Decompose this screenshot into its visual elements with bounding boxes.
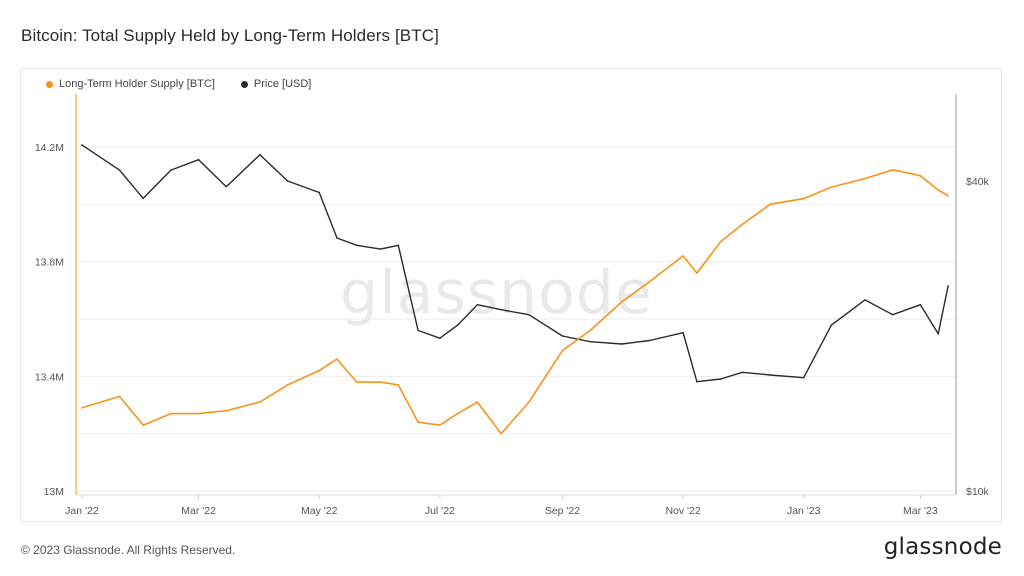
- chart-title: Bitcoin: Total Supply Held by Long-Term …: [21, 26, 439, 45]
- lth-point-20: [589, 329, 591, 332]
- lth-point-13: [417, 421, 419, 424]
- chart-panel: [20, 68, 1002, 522]
- lth-point-16: [476, 401, 479, 403]
- lth-point-32: [919, 174, 922, 177]
- x-tick-label-1: Mar '22: [181, 505, 216, 517]
- x-tick-label-0: Jan '22: [65, 505, 99, 517]
- x-tick-label-4: Sep '22: [545, 505, 580, 517]
- price-point-28: [802, 376, 805, 379]
- lth-point-31: [891, 169, 894, 171]
- price-point-23: [682, 331, 684, 334]
- price-point-18: [528, 313, 530, 316]
- lth-point-22: [648, 280, 651, 283]
- lth-point-9: [336, 358, 338, 360]
- price-point-6: [259, 153, 261, 156]
- price-point-34: [947, 285, 949, 287]
- x-tick-label-6: Jan '23: [787, 505, 821, 517]
- price-point-22: [648, 339, 651, 342]
- y-right-tick-label-0: $10k: [966, 486, 990, 498]
- y-left-tick-label-0: 13M: [44, 486, 64, 498]
- lth-point-19: [561, 349, 564, 352]
- lth-point-18: [528, 401, 530, 403]
- lth-point-11: [379, 381, 382, 383]
- x-tick-label-7: Mar '23: [903, 505, 938, 517]
- price-point-10: [356, 244, 358, 247]
- series-line-lth: [81, 169, 949, 435]
- lth-point-0: [81, 407, 83, 409]
- lth-point-1: [118, 395, 121, 398]
- chart-legend: Long-Term Holder Supply [BTC] Price [USD…: [46, 78, 311, 90]
- price-point-11: [379, 248, 382, 250]
- y-left-tick-label-3: 14.2M: [35, 142, 64, 154]
- lth-point-4: [197, 412, 200, 415]
- legend-item-lth[interactable]: Long-Term Holder Supply [BTC]: [46, 78, 215, 90]
- price-point-4: [197, 158, 200, 161]
- x-tick-label-2: May '22: [301, 505, 338, 517]
- lth-point-23: [682, 255, 684, 257]
- price-point-7: [286, 180, 289, 182]
- lth-point-12: [397, 384, 400, 386]
- x-tick-label-5: Nov '22: [665, 505, 700, 517]
- legend-label-price: Price [USD]: [253, 78, 312, 90]
- price-point-15: [456, 324, 459, 326]
- watermark: glassnode: [340, 258, 653, 328]
- copyright-footer: © 2023 Glassnode. All Rights Reserved.: [21, 543, 236, 557]
- lth-point-21: [620, 301, 623, 303]
- price-point-14: [439, 337, 441, 340]
- lth-point-26: [741, 223, 744, 226]
- price-point-13: [417, 329, 419, 332]
- y-right-tick-label-1: $40k: [966, 176, 990, 188]
- price-point-17: [500, 308, 502, 311]
- lth-point-2: [142, 424, 145, 426]
- price-point-8: [318, 191, 321, 194]
- price-point-31: [891, 313, 894, 316]
- lth-point-15: [456, 412, 459, 415]
- price-point-0: [81, 144, 83, 146]
- lth-point-6: [259, 401, 261, 403]
- price-point-16: [476, 303, 479, 306]
- price-point-30: [864, 299, 866, 301]
- legend-item-price[interactable]: Price [USD]: [240, 78, 312, 90]
- legend-dot-price: [240, 80, 248, 88]
- price-point-24: [696, 380, 698, 383]
- x-tick-label-3: Jul '22: [425, 505, 455, 517]
- series-line-price: [81, 144, 949, 383]
- price-point-21: [620, 343, 623, 345]
- price-point-20: [589, 340, 591, 343]
- lth-point-27: [769, 203, 771, 206]
- price-point-25: [719, 378, 722, 380]
- y-left-tick-label-2: 13.8M: [35, 257, 64, 269]
- price-point-9: [336, 237, 338, 239]
- lth-point-28: [802, 197, 805, 200]
- lth-point-34: [947, 194, 949, 197]
- price-point-2: [142, 197, 145, 200]
- lth-point-25: [719, 240, 722, 243]
- lth-point-5: [225, 409, 228, 412]
- price-point-19: [561, 335, 564, 337]
- lth-point-14: [439, 424, 441, 426]
- lth-point-7: [286, 384, 289, 386]
- lth-point-8: [318, 369, 321, 372]
- price-point-5: [225, 185, 228, 188]
- price-point-32: [919, 303, 922, 306]
- lth-point-24: [696, 272, 698, 274]
- lth-point-10: [356, 381, 358, 383]
- legend-dot-lth: [46, 80, 53, 88]
- legend-label-lth: Long-Term Holder Supply [BTC]: [59, 78, 215, 90]
- lth-point-33: [937, 189, 940, 191]
- lth-point-17: [500, 432, 502, 435]
- lth-point-29: [830, 186, 833, 188]
- lth-point-30: [864, 177, 866, 180]
- lth-point-3: [170, 412, 172, 415]
- price-point-33: [937, 332, 940, 335]
- price-point-12: [397, 244, 400, 247]
- y-left-tick-label-1: 13.4M: [35, 371, 64, 383]
- price-point-27: [769, 374, 771, 376]
- price-point-1: [118, 169, 121, 171]
- glassnode-logo: glassnode: [883, 534, 1002, 560]
- price-point-3: [170, 169, 172, 171]
- price-point-26: [741, 371, 744, 374]
- price-point-29: [830, 324, 833, 326]
